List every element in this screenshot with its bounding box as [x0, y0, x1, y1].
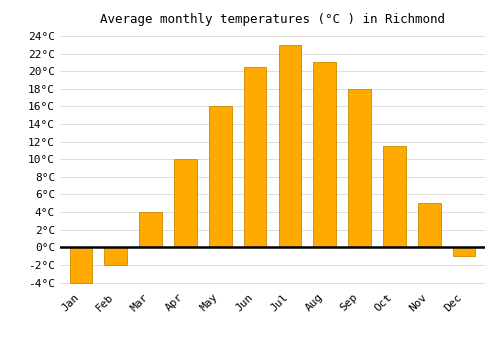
Bar	[70, 247, 92, 282]
Bar	[278, 45, 301, 247]
Bar	[140, 212, 162, 247]
Bar	[383, 146, 406, 247]
Bar	[244, 67, 266, 247]
Bar	[453, 247, 475, 256]
Title: Average monthly temperatures (°C ) in Richmond: Average monthly temperatures (°C ) in Ri…	[100, 13, 445, 26]
Bar	[174, 159, 197, 247]
Bar	[209, 106, 232, 247]
Bar	[104, 247, 127, 265]
Bar	[418, 203, 440, 247]
Bar	[348, 89, 371, 247]
Bar	[314, 62, 336, 247]
